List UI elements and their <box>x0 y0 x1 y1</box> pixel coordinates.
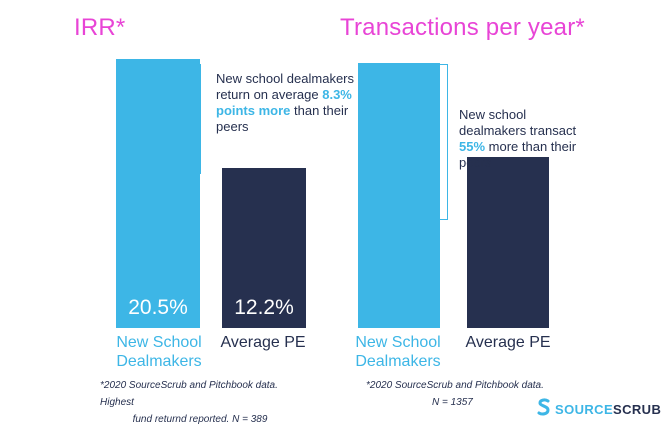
sourcescrub-logo-icon <box>537 398 551 421</box>
transactions-annotation: New school dealmakers transact 55% more … <box>459 107 577 170</box>
sourcescrub-wordmark: SOURCESCRUB <box>555 402 662 417</box>
transactions-category-label-average-pe: Average PE <box>465 334 551 351</box>
irr-bar-average-pe: 12.2% <box>222 167 306 328</box>
irr-bracket <box>193 64 201 174</box>
irr-chart-title: IRR* <box>74 14 126 41</box>
transactions-chart-title: Transactions per year* <box>340 14 585 41</box>
transactions-footnote: *2020 SourceScrub and Pitchbook data. N … <box>366 380 544 408</box>
transactions-bracket <box>440 64 448 220</box>
irr-annotation: New school dealmakers return on average … <box>216 71 355 134</box>
irr-category-label-average-pe: Average PE <box>220 334 306 351</box>
irr-footnote: *2020 SourceScrub and Pitchbook data. Hi… <box>100 380 278 425</box>
transactions-bar-average-pe <box>467 156 549 328</box>
irr-bar-new-school: 20.5% <box>116 58 200 328</box>
irr-value-label-average-pe: 12.2% <box>234 295 294 319</box>
irr-value-label-new-school: 20.5% <box>128 295 188 319</box>
sourcescrub-brand: SOURCESCRUB <box>537 398 661 421</box>
transactions-category-label-new-school: New School Dealmakers <box>355 334 441 370</box>
irr-category-label-new-school: New School Dealmakers <box>116 334 202 370</box>
transactions-bar-new-school <box>358 62 440 328</box>
